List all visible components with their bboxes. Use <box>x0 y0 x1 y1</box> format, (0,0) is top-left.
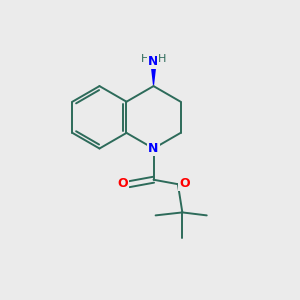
Text: O: O <box>117 177 128 190</box>
Polygon shape <box>151 64 157 85</box>
Text: H: H <box>158 54 166 64</box>
Text: H: H <box>140 54 149 64</box>
Text: N: N <box>148 142 159 155</box>
Text: O: O <box>179 177 190 190</box>
Text: N: N <box>148 55 159 68</box>
